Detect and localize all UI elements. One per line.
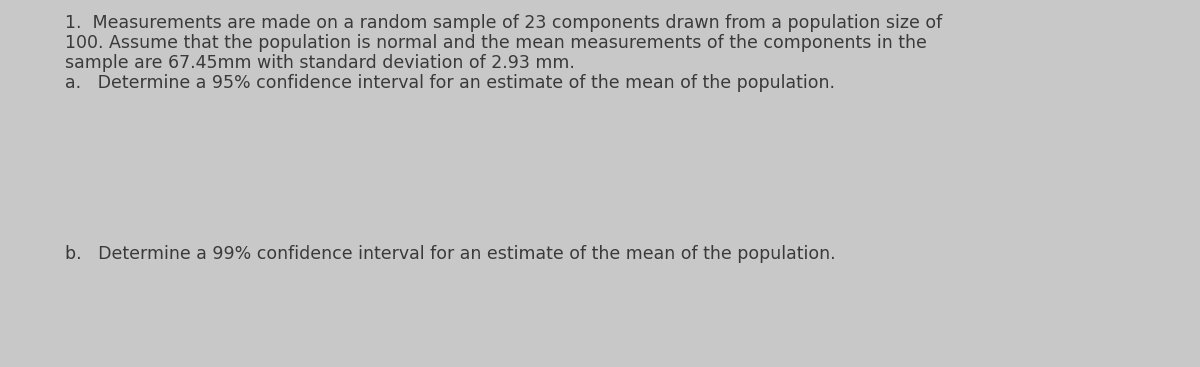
Text: 100. Assume that the population is normal and the mean measurements of the compo: 100. Assume that the population is norma… <box>65 34 926 52</box>
Text: b.   Determine a 99% confidence interval for an estimate of the mean of the popu: b. Determine a 99% confidence interval f… <box>65 245 835 263</box>
Text: sample are 67.45mm with standard deviation of 2.93 mm.: sample are 67.45mm with standard deviati… <box>65 54 575 72</box>
Text: a.   Determine a 95% confidence interval for an estimate of the mean of the popu: a. Determine a 95% confidence interval f… <box>65 74 835 92</box>
Text: 1.  Measurements are made on a random sample of 23 components drawn from a popul: 1. Measurements are made on a random sam… <box>65 14 942 32</box>
